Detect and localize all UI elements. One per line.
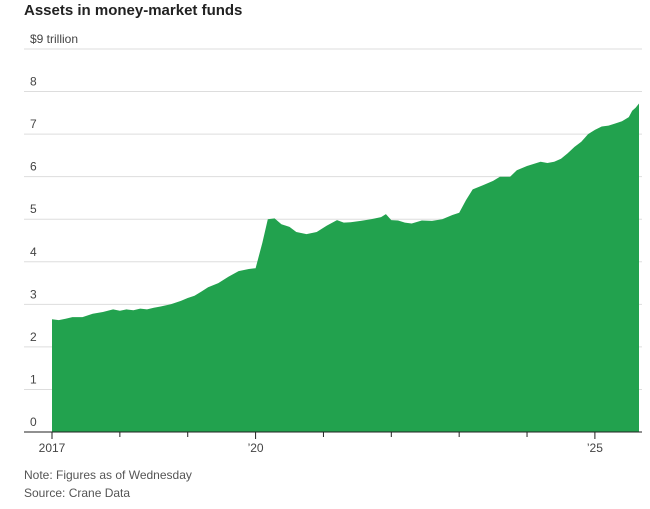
y-tick-label: 0 (30, 415, 37, 429)
x-tick-label: ’25 (587, 441, 603, 455)
x-tick-label: 2017 (39, 441, 66, 455)
note-text: Note: Figures as of Wednesday (24, 468, 192, 482)
notes: Note: Figures as of Wednesday Source: Cr… (24, 466, 192, 502)
y-tick-label: 2 (30, 330, 37, 344)
y-tick-label: 4 (30, 245, 37, 259)
y-tick-label: $9 trillion (30, 32, 78, 46)
area-series (52, 103, 639, 432)
y-tick-label: 7 (30, 117, 37, 131)
source-text: Source: Crane Data (24, 486, 131, 500)
x-axis (24, 431, 642, 439)
y-tick-label: 6 (30, 160, 37, 174)
y-tick-label: 1 (30, 372, 37, 386)
chart-title: Assets in money-market funds (24, 2, 243, 19)
y-tick-label: 8 (30, 75, 37, 89)
y-tick-label: 5 (30, 202, 37, 216)
y-tick-label: 3 (30, 287, 37, 301)
area-fill (52, 103, 639, 432)
x-tick-label: ’20 (248, 441, 264, 455)
